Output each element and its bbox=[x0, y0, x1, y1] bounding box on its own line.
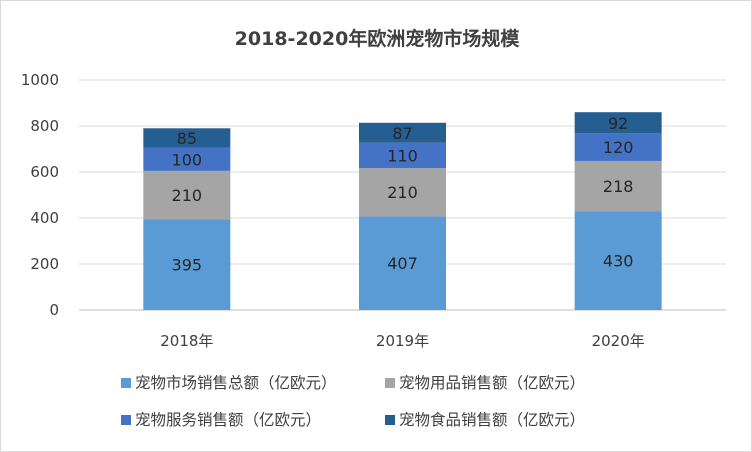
bar-segment bbox=[359, 122, 446, 143]
bar-segment bbox=[359, 216, 446, 310]
data-label: 100 bbox=[172, 150, 203, 169]
bars: 395 210 100 85 407 210 110 87 430 218 120 92 bbox=[143, 112, 662, 310]
legend-label: 宠物食品销售额（亿欧元） bbox=[399, 411, 585, 429]
bar-segment bbox=[143, 170, 231, 220]
data-label: 87 bbox=[392, 124, 412, 143]
y-tick-label: 800 bbox=[30, 117, 59, 135]
y-tick-label: 400 bbox=[30, 209, 59, 227]
bar-segment bbox=[143, 128, 231, 148]
data-label: 110 bbox=[387, 146, 418, 165]
bar-segment bbox=[574, 160, 662, 212]
y-tick-label: 200 bbox=[30, 255, 59, 273]
data-label: 395 bbox=[172, 256, 203, 275]
data-label: 210 bbox=[172, 186, 203, 205]
data-label: 218 bbox=[603, 177, 634, 196]
legend-swatch bbox=[385, 378, 395, 388]
data-label: 210 bbox=[387, 183, 418, 202]
data-label: 407 bbox=[387, 254, 418, 273]
legend-label: 宠物用品销售额（亿欧元） bbox=[399, 374, 585, 392]
legend: 宠物市场销售总额（亿欧元） 宠物用品销售额（亿欧元） 宠物服务销售额（亿欧元） 宠物食… bbox=[121, 374, 585, 429]
legend-swatch bbox=[385, 415, 395, 425]
legend-label: 宠物服务销售额（亿欧元） bbox=[135, 411, 321, 429]
bar-segment bbox=[574, 133, 662, 161]
bar-segment bbox=[359, 142, 446, 169]
bar-segment bbox=[359, 168, 446, 217]
bar-segment bbox=[574, 211, 662, 310]
y-tick-label: 1000 bbox=[21, 71, 59, 89]
data-label: 92 bbox=[608, 114, 628, 133]
data-label: 85 bbox=[177, 129, 197, 148]
data-label: 430 bbox=[603, 252, 634, 271]
chart-title: 2018-2020年欧洲宠物市场规模 bbox=[235, 27, 521, 50]
bar-segment bbox=[143, 147, 231, 171]
bar-segment bbox=[574, 112, 662, 134]
legend-swatch bbox=[121, 378, 131, 388]
y-tick-label: 600 bbox=[30, 163, 59, 181]
y-axis: 0 200 400 600 800 1000 bbox=[21, 71, 59, 319]
data-label: 120 bbox=[603, 138, 634, 157]
x-tick-label: 2018年 bbox=[160, 332, 213, 350]
legend-swatch bbox=[121, 415, 131, 425]
x-tick-label: 2019年 bbox=[376, 332, 429, 350]
legend-label: 宠物市场销售总额（亿欧元） bbox=[135, 374, 337, 392]
y-tick-label: 0 bbox=[49, 301, 59, 319]
x-tick-label: 2020年 bbox=[592, 332, 645, 350]
x-axis: 2018年 2019年 2020年 bbox=[160, 332, 645, 350]
bar-segment bbox=[143, 219, 231, 310]
